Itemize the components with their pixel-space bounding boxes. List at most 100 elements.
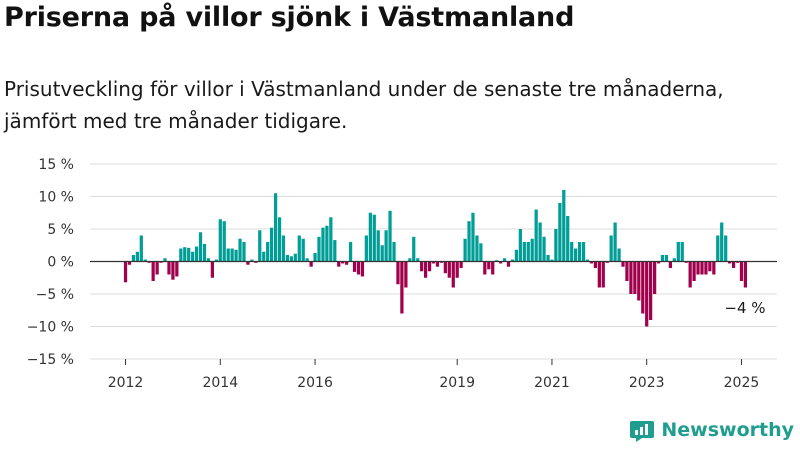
bar: [396, 261, 400, 285]
bar: [360, 261, 365, 277]
y-axis-ticks: 15 % 10 % 5 % 0 % −5 % −10 % −15 %: [27, 157, 74, 368]
bar: [676, 242, 680, 262]
bar: [435, 261, 440, 267]
bar: [368, 212, 372, 262]
bar: [506, 261, 511, 267]
bar: [514, 249, 519, 262]
bar: [289, 256, 293, 262]
bar: [194, 246, 199, 262]
bar: [526, 242, 530, 262]
bar: [404, 261, 408, 288]
bar: [143, 259, 147, 262]
bar: [743, 261, 748, 288]
bar: [198, 232, 203, 262]
bar: [317, 236, 321, 262]
bar: [423, 261, 428, 278]
bar: [230, 248, 234, 262]
bar: [179, 248, 183, 262]
bar: [696, 261, 700, 275]
newsworthy-brand: Newsworthy: [629, 417, 794, 443]
bar: [163, 258, 167, 262]
bar: [191, 251, 195, 262]
bar: [455, 261, 459, 278]
bar: [341, 261, 345, 264]
bar: [234, 249, 238, 262]
bar: [585, 259, 590, 262]
bar: [151, 261, 155, 281]
brand-name: Newsworthy: [661, 419, 794, 441]
bar: [214, 259, 218, 262]
bar: [554, 229, 558, 262]
y-tick-label: −10 %: [27, 320, 74, 336]
bar: [499, 261, 503, 264]
bar: [522, 242, 526, 262]
bar: [175, 261, 179, 277]
bar: [313, 253, 317, 262]
x-tick-label: 2014: [202, 375, 238, 391]
bar: [420, 261, 424, 272]
bar: [167, 261, 171, 275]
bar: [731, 261, 736, 268]
bar: [641, 261, 645, 314]
bar: [202, 243, 207, 262]
y-tick-label: −15 %: [27, 352, 74, 368]
bar: [668, 261, 673, 268]
bar: [637, 261, 641, 301]
bar: [376, 230, 380, 262]
bar: [700, 261, 704, 275]
bar: [301, 238, 305, 262]
bar: [479, 243, 483, 262]
y-tick-label: 0 %: [47, 255, 74, 271]
x-tick-label: 2021: [534, 375, 570, 391]
bar: [581, 242, 586, 262]
bar: [601, 261, 605, 288]
bar: [159, 261, 163, 263]
last-value-label: −4 %: [724, 299, 765, 317]
bar: [345, 261, 349, 265]
bar: [684, 261, 688, 263]
bar: [451, 261, 455, 288]
bar: [226, 248, 230, 262]
bar: [135, 251, 139, 262]
bar: [416, 258, 420, 262]
bar: [123, 261, 128, 283]
bar: [305, 258, 309, 262]
chart-subtitle: Prisutveckling för villor i Västmanland …: [4, 77, 724, 133]
bar: [739, 261, 744, 281]
bar: [408, 258, 412, 262]
bar: [566, 216, 570, 262]
bar: [589, 261, 594, 264]
bar: [222, 221, 226, 262]
bar: [692, 261, 696, 281]
bar: [542, 236, 546, 262]
bar: [735, 261, 740, 263]
x-tick-label: 2012: [108, 375, 144, 391]
bar: [297, 235, 301, 262]
bar-series: [123, 190, 748, 327]
bar: [562, 190, 566, 262]
bar: [649, 261, 653, 320]
bar: [171, 261, 175, 280]
bar: [491, 261, 495, 275]
bar: [443, 261, 447, 274]
bar: [471, 212, 475, 262]
bar: [364, 235, 368, 262]
bar: [708, 261, 712, 272]
bar: [728, 261, 732, 264]
bar: [447, 261, 451, 278]
x-tick-label: 2025: [724, 375, 760, 391]
bar: [277, 217, 282, 262]
bar: [617, 248, 621, 262]
bar: [183, 247, 187, 262]
bar: [593, 261, 598, 268]
y-tick-label: 15 %: [38, 157, 74, 173]
bar: [716, 235, 720, 262]
bar: [720, 222, 724, 262]
x-tick-label: 2023: [629, 375, 665, 391]
bar: [210, 261, 214, 278]
bar: [285, 255, 290, 262]
bar: [518, 229, 522, 262]
bar: [388, 210, 392, 262]
bar: [570, 242, 574, 262]
